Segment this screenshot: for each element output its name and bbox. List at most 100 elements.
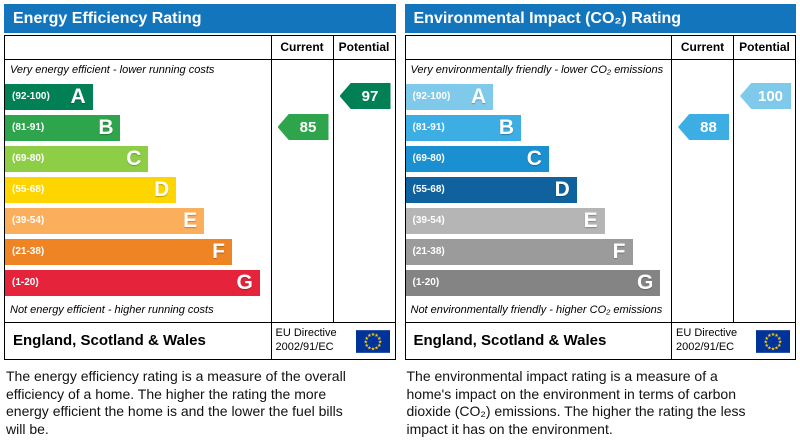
band-bar-c: (69-80) C <box>5 145 149 172</box>
band-row-a: (92-100) A <box>5 81 271 112</box>
svg-text:★: ★ <box>370 332 375 338</box>
band-letter: C <box>126 147 142 170</box>
svg-text:★: ★ <box>364 335 369 341</box>
eu-directive-label: EU Directive 2002/91/EC <box>671 323 751 359</box>
eu-directive-label: EU Directive 2002/91/EC <box>270 323 351 359</box>
band-range-label: (1-20) <box>12 277 39 288</box>
band-bar-f: (21-38) F <box>405 238 633 265</box>
svg-text:★: ★ <box>774 333 779 339</box>
band-range-label: (39-54) <box>12 215 45 226</box>
svg-text:★: ★ <box>377 339 382 345</box>
energy-rating-chart: Current Potential Very energy efficient … <box>4 35 396 360</box>
eu-directive-line1: EU Directive <box>676 327 738 339</box>
band-range-label: (69-80) <box>12 153 45 164</box>
environmental-chart-body: Very environmentally friendly - lower CO… <box>405 60 796 322</box>
band-row-e: (39-54) E <box>405 205 672 236</box>
band-bar-g: (1-20) G <box>5 269 260 296</box>
environmental-potential-value: 100 <box>757 87 784 105</box>
band-bar-b: (81-91) B <box>405 114 521 141</box>
band-range-label: (55-68) <box>412 184 445 195</box>
environmental-current-column: 88 <box>671 60 733 322</box>
band-letter: E <box>583 209 598 232</box>
band-letter: F <box>212 240 225 263</box>
band-letter: B <box>98 116 114 139</box>
environmental-bands-area: Very environmentally friendly - lower CO… <box>405 60 672 322</box>
region-label: England, Scotland & Wales <box>13 332 206 349</box>
band-letter: D <box>554 178 570 201</box>
svg-text:★: ★ <box>376 335 381 341</box>
band-letter: A <box>470 85 487 108</box>
eu-directive-line2: 2002/91/EC <box>676 340 735 353</box>
column-header-spacer <box>5 36 271 59</box>
band-bar-c: (69-80) C <box>405 145 549 172</box>
band-letter: A <box>70 85 86 108</box>
band-row-d: (55-68) D <box>405 174 672 205</box>
svg-text:★: ★ <box>364 343 369 349</box>
eu-flag-cell: ★ ★ ★ ★ ★ ★ ★ ★ ★ ★ ★ ★ <box>351 323 395 359</box>
band-bar-e: (39-54) E <box>5 207 205 234</box>
energy-efficiency-panel: Energy Efficiency Rating Current Potenti… <box>4 4 396 439</box>
band-bar-b: (81-91) B <box>5 114 121 141</box>
band-bar-d: (55-68) D <box>5 176 177 203</box>
band-row-a: (92-100) A <box>405 81 672 112</box>
eu-flag-cell: ★ ★ ★ ★ ★ ★ ★ ★ ★ ★ ★ ★ <box>751 323 795 359</box>
environmental-top-note: Very environmentally friendly - lower CO… <box>410 64 664 76</box>
band-range-label: (55-68) <box>12 184 45 195</box>
svg-text:★: ★ <box>777 343 782 349</box>
svg-text:★: ★ <box>367 345 372 351</box>
column-header-row: Current Potential <box>5 36 395 60</box>
band-range-label: (21-38) <box>412 246 445 257</box>
band-letter: D <box>154 178 170 201</box>
band-range-label: (81-91) <box>12 122 45 133</box>
eu-directive-line2: 2002/91/EC <box>275 340 334 353</box>
energy-potential-rating-arrow: 97 <box>339 83 391 109</box>
energy-panel-header: Energy Efficiency Rating <box>4 4 396 33</box>
environmental-chart-footer: England, Scotland & Wales EU Directive 2… <box>405 322 795 359</box>
environmental-rating-chart: Current Potential Very environmentally f… <box>404 35 796 360</box>
eu-directive-line1: EU Directive <box>275 327 337 339</box>
eu-flag-icon: ★★★★★★★★★★★★ <box>355 329 390 353</box>
band-bar-e: (39-54) E <box>405 207 605 234</box>
environmental-description: The environmental impact rating is a mea… <box>406 368 746 437</box>
energy-current-column: 85 <box>270 60 333 322</box>
band-letter: G <box>637 271 654 294</box>
band-bar-a: (92-100) A <box>405 83 494 110</box>
svg-text:★: ★ <box>777 335 782 341</box>
energy-bottom-note: Not energy efficient - higher running co… <box>10 304 214 316</box>
band-letter: B <box>498 116 514 139</box>
svg-text:★: ★ <box>376 343 381 349</box>
svg-text:★: ★ <box>767 345 772 351</box>
energy-current-rating-arrow: 85 <box>277 114 329 140</box>
energy-potential-column: 97 <box>332 60 395 322</box>
band-range-label: (92-100) <box>12 91 50 102</box>
band-row-f: (21-38) F <box>405 236 672 267</box>
current-column-header: Current <box>270 36 333 59</box>
svg-text:★: ★ <box>363 339 368 345</box>
svg-text:★: ★ <box>367 333 372 339</box>
environmental-current-rating-arrow: 88 <box>678 114 729 140</box>
band-bar-f: (21-38) F <box>5 238 232 265</box>
svg-text:★: ★ <box>774 345 779 351</box>
band-letter: C <box>526 147 542 170</box>
energy-chart-footer: England, Scotland & Wales EU Directive 2… <box>5 322 395 359</box>
environmental-potential-column: 100 <box>733 60 795 322</box>
band-range-label: (69-80) <box>412 153 445 164</box>
column-header-row: Current Potential <box>405 36 795 60</box>
band-range-label: (39-54) <box>412 215 445 226</box>
band-letter: E <box>183 209 198 232</box>
current-column-header: Current <box>671 36 733 59</box>
region-label: England, Scotland & Wales <box>413 332 607 349</box>
environmental-panel-header: Environmental Impact (CO₂) Rating <box>404 4 796 33</box>
band-row-c: (69-80) C <box>405 143 672 174</box>
energy-potential-value: 97 <box>361 87 379 105</box>
band-letter: G <box>236 271 253 294</box>
environmental-bottom-note: Not environmentally friendly - higher CO… <box>410 304 663 316</box>
band-bar-g: (1-20) G <box>405 269 661 296</box>
environmental-current-value: 88 <box>700 118 717 136</box>
eu-flag-icon: ★★★★★★★★★★★★ <box>756 329 790 353</box>
band-row-b: (81-91) B <box>5 112 271 143</box>
energy-description: The energy efficiency rating is a measur… <box>6 368 346 437</box>
band-range-label: (1-20) <box>412 277 440 288</box>
band-row-g: (1-20) G <box>405 267 672 298</box>
